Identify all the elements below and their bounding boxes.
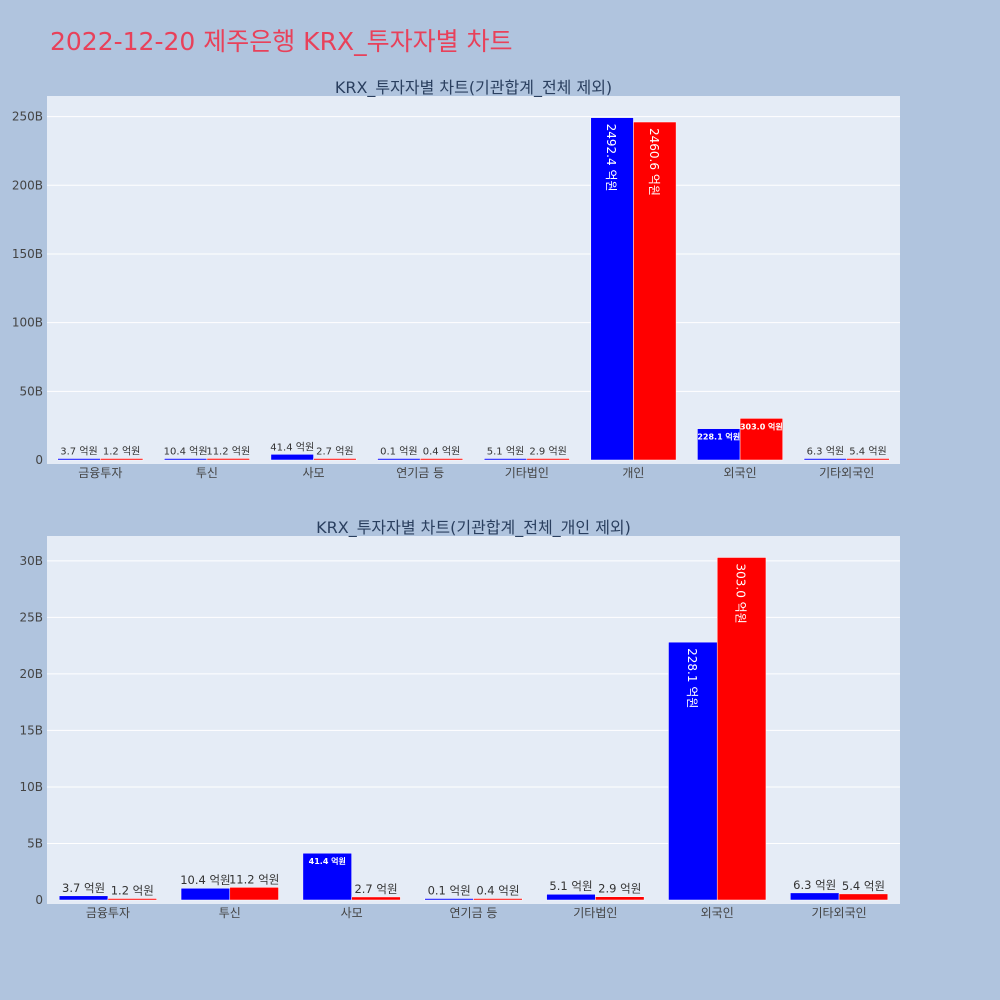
bar [473, 898, 523, 901]
data-label: 3.7 억원 [62, 881, 105, 895]
bar [595, 896, 645, 901]
y-tick-label: 15B [19, 723, 43, 737]
bar [803, 458, 847, 461]
y-tick-label: 0 [35, 453, 43, 467]
x-tick-label: 연기금 등 [450, 906, 498, 920]
bar [206, 458, 250, 461]
data-label: 6.3 억원 [793, 878, 836, 892]
data-label: 0.4 억원 [423, 446, 460, 458]
data-label: 2.7 억원 [354, 882, 397, 896]
bar [846, 458, 890, 461]
bar [668, 641, 718, 901]
data-label: 6.3 억원 [807, 446, 844, 458]
bar [313, 458, 357, 461]
bar [419, 458, 464, 461]
x-tick-label: 외국인 [724, 466, 757, 480]
y-tick-label: 10B [19, 780, 43, 794]
bar [526, 458, 570, 461]
data-label: 10.4 억원 [180, 873, 230, 887]
data-label: 5.1 억원 [549, 879, 592, 893]
data-label: 1.2 억원 [103, 446, 140, 458]
data-label: 303.0 억원 [734, 563, 748, 623]
chart-2: 0 5B 10B 15B 20B 25B 30B KRX_투자자별 차트(기관합계_전체_개인… [19, 518, 900, 920]
x-tick-label: 연기금 등 [396, 466, 444, 480]
page-title: 2022-12-20 제주은행 KRX_투자자별 차트 [50, 27, 513, 56]
x-tick-label: 기타외국인 [819, 466, 874, 480]
x-tick-label: 투신 [219, 906, 241, 920]
plot-area [47, 96, 900, 464]
data-label: 41.4 억원 [309, 856, 346, 866]
bar [58, 895, 109, 901]
chart-title: KRX_투자자별 차트(기관합계_전체_개인 제외) [316, 518, 631, 538]
bar [838, 893, 889, 901]
y-tick-label: 30B [19, 554, 43, 568]
x-tick-label: 금융투자 [86, 906, 130, 920]
data-label: 228.1 억원 [685, 648, 699, 708]
x-tick-label: 기타법인 [573, 906, 617, 920]
y-tick-label: 150B [12, 247, 43, 261]
bar [590, 117, 634, 461]
plot-area [47, 536, 900, 904]
bar [546, 893, 596, 901]
x-tick-label: 사모 [303, 466, 325, 480]
x-tick-label: 외국인 [701, 906, 734, 920]
data-label: 10.4 억원 [164, 446, 208, 458]
bar [164, 458, 208, 461]
data-label: 11.2 억원 [229, 872, 279, 886]
data-label: 2.9 억원 [598, 882, 641, 896]
y-tick-label: 5B [27, 836, 43, 850]
bar [716, 557, 767, 901]
chart-1: 0 50B 100B 150B 200B 250B KRX_투자자별 차트(기관합계_전체 … [12, 78, 900, 480]
data-label: 2492.4 억원 [604, 124, 618, 192]
data-label: 0.1 억원 [380, 446, 417, 458]
data-label: 228.1 억원 [697, 432, 740, 442]
bar [229, 887, 279, 901]
bar [302, 852, 352, 901]
data-label: 41.4 억원 [270, 441, 314, 453]
y-tick-label: 20B [19, 667, 43, 681]
y-tick-label: 250B [12, 110, 43, 124]
data-label: 5.4 억원 [849, 446, 886, 458]
chart-title: KRX_투자자별 차트(기관합계_전체 제외) [335, 78, 612, 98]
data-label: 2460.6 억원 [647, 128, 661, 196]
bar [424, 898, 474, 901]
data-label: 0.4 억원 [476, 884, 519, 898]
bar [739, 418, 783, 461]
x-tick-label: 금융투자 [78, 466, 122, 480]
bar [377, 458, 421, 461]
x-tick-label: 투신 [196, 466, 218, 480]
data-label: 5.4 억원 [842, 879, 885, 893]
bar [180, 887, 231, 901]
x-tick-label: 사모 [341, 906, 363, 920]
bar [270, 454, 314, 461]
y-tick-label: 0 [35, 893, 43, 907]
bar [633, 121, 677, 461]
bar [57, 458, 101, 461]
bar [790, 892, 840, 901]
data-label: 0.1 억원 [428, 884, 471, 898]
x-tick-label: 기타법인 [505, 466, 549, 480]
x-tick-label: 기타외국인 [811, 906, 866, 920]
x-tick-label: 개인 [622, 466, 644, 480]
bar [100, 458, 144, 461]
y-tick-label: 50B [19, 384, 43, 398]
bar [483, 458, 528, 461]
data-label: 2.9 억원 [529, 446, 566, 458]
y-tick-label: 25B [19, 610, 43, 624]
y-tick-label: 200B [12, 178, 43, 192]
data-label: 3.7 억원 [60, 446, 97, 458]
data-label: 5.1 억원 [487, 446, 524, 458]
bar [107, 898, 157, 901]
y-tick-label: 100B [12, 316, 43, 330]
data-label: 303.0 억원 [740, 421, 783, 431]
bar [351, 896, 401, 901]
data-label: 1.2 억원 [111, 884, 154, 898]
data-label: 2.7 억원 [316, 446, 353, 458]
data-label: 11.2 억원 [206, 445, 250, 457]
